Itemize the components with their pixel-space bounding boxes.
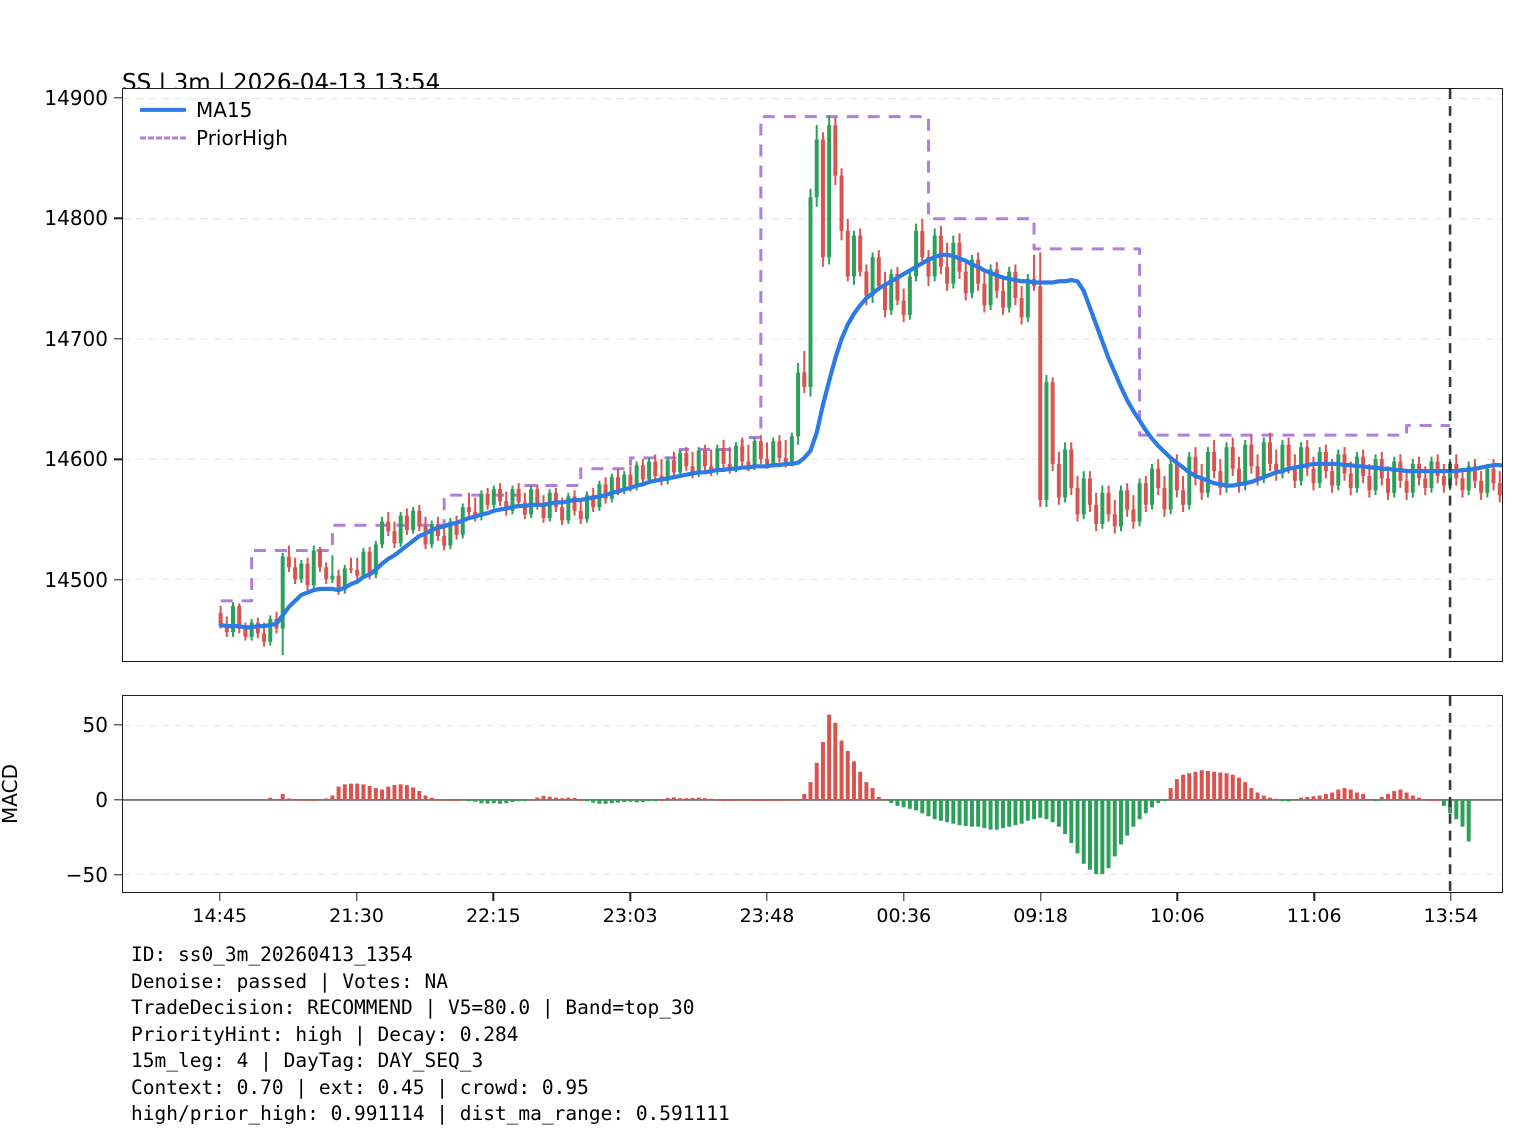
price-y-tick-mark <box>114 338 122 340</box>
price-y-tick-label: 14500 <box>44 568 108 592</box>
x-tick-mark <box>766 893 768 901</box>
x-tick-mark <box>1313 893 1315 901</box>
price-y-tick-label: 14900 <box>44 85 108 110</box>
macd-y-tick-mark <box>114 724 122 726</box>
footer-line: 15m_leg: 4 | DayTag: DAY_SEQ_3 <box>131 1049 484 1072</box>
x-tick-mark <box>1039 893 1042 901</box>
footer-line: TradeDecision: RECOMMEND | V5=80.0 | Ban… <box>131 996 695 1019</box>
ma15-line-swatch <box>140 101 186 119</box>
macd-plot <box>123 696 1502 892</box>
x-tick-mark <box>1176 893 1179 901</box>
macd-y-tick-label: 50 <box>82 713 108 737</box>
x-tick-label: 21:30 <box>329 905 384 927</box>
price-y-tick-label: 14800 <box>44 206 108 231</box>
x-tick-label: 23:03 <box>602 905 658 927</box>
legend-item-ma15: MA15 <box>140 96 288 124</box>
x-tick-label: 09:18 <box>1013 905 1068 927</box>
x-tick-label: 14:45 <box>192 905 248 927</box>
footer-line: PriorityHint: high | Decay: 0.284 <box>131 1022 519 1046</box>
x-tick-label: 00:36 <box>876 905 932 927</box>
x-tick-label: 23:48 <box>739 905 795 927</box>
x-tick-mark <box>219 893 221 901</box>
x-tick-mark <box>1450 893 1452 901</box>
chart-legend: MA15 PriorHigh <box>134 94 294 154</box>
x-tick-mark <box>903 893 905 901</box>
price-y-tick-mark <box>114 217 122 219</box>
legend-item-priorhigh: PriorHigh <box>140 124 288 152</box>
x-tick-mark <box>355 893 358 901</box>
x-tick-label: 22:15 <box>465 905 521 927</box>
macd-y-tick-label: 0 <box>95 788 108 812</box>
price-panel <box>122 88 1503 662</box>
x-tick-mark <box>629 893 631 901</box>
priorhigh-line-swatch <box>140 129 186 147</box>
y-axis-ticks: 14500 14600 14700 14800 14900 −50 0 50 <box>0 0 122 1143</box>
x-tick-label: 10:06 <box>1149 905 1205 927</box>
legend-label-priorhigh: PriorHigh <box>196 126 288 150</box>
macd-y-tick-label: −50 <box>65 863 108 887</box>
footer-line: high/prior_high: 0.991114 | dist_ma_rang… <box>131 1102 730 1125</box>
price-y-tick-label: 14700 <box>44 326 108 351</box>
price-y-tick-mark <box>114 458 122 461</box>
macd-y-tick-mark <box>114 799 122 801</box>
price-y-tick-mark <box>114 579 122 581</box>
footer-line: Denoise: passed | Votes: NA <box>131 969 448 993</box>
macd-bar-series <box>268 714 1471 875</box>
macd-y-tick-mark <box>114 874 122 876</box>
price-y-tick-label: 14600 <box>44 447 108 472</box>
footer-line: Context: 0.70 | ext: 0.45 | crowd: 0.95 <box>131 1075 589 1099</box>
price-plot <box>123 89 1502 661</box>
legend-label-ma15: MA15 <box>196 98 253 122</box>
x-tick-mark <box>492 893 495 901</box>
macd-panel <box>122 695 1503 893</box>
price-y-tick-mark <box>114 96 122 99</box>
footer-info: ID: ss0_3m_20260413_1354 Denoise: passed … <box>131 942 730 1128</box>
footer-line: ID: ss0_3m_20260413_1354 <box>131 943 413 966</box>
x-tick-label: 11:06 <box>1286 905 1342 927</box>
x-tick-label: 13:54 <box>1423 905 1479 927</box>
